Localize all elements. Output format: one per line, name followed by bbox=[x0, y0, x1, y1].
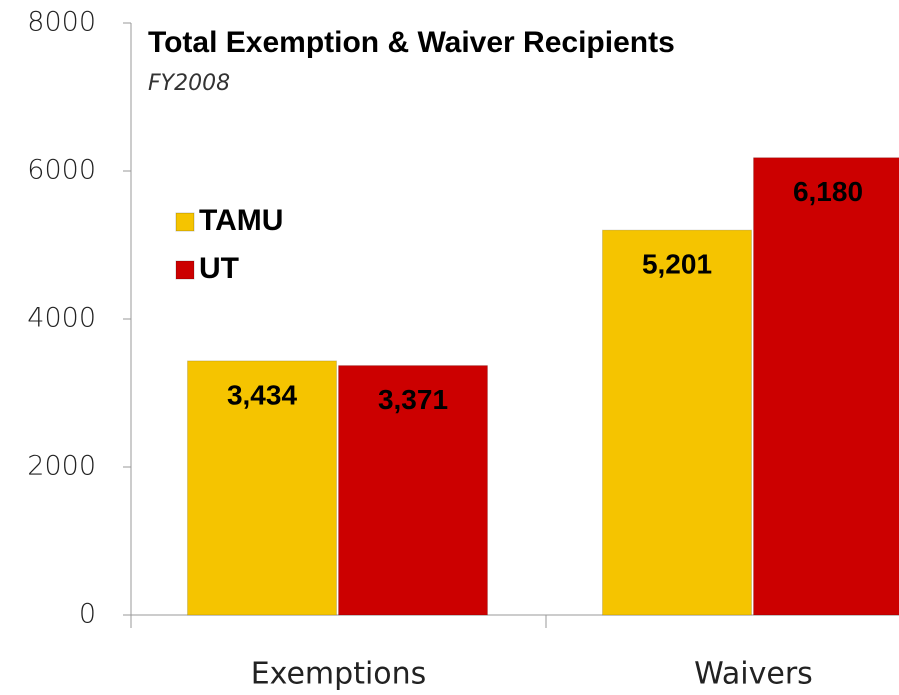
value-label: 5,201 bbox=[642, 249, 712, 280]
legend-swatch bbox=[175, 212, 195, 232]
value-label: 3,434 bbox=[227, 379, 297, 410]
y-tick-label: 4000 bbox=[27, 303, 96, 334]
y-tick-label: 0 bbox=[79, 599, 96, 630]
bar bbox=[338, 365, 488, 616]
bar bbox=[187, 360, 337, 616]
x-tick-label: Exemptions bbox=[251, 657, 427, 692]
legend-label: UT bbox=[199, 252, 239, 285]
chart-subtitle: FY2008 bbox=[148, 71, 230, 96]
value-label: 6,180 bbox=[793, 176, 863, 207]
value-label: 3,371 bbox=[378, 384, 448, 415]
legend-swatch bbox=[175, 260, 195, 280]
y-tick-label: 2000 bbox=[27, 451, 96, 482]
legend-label: TAMU bbox=[199, 204, 283, 237]
chart-title: Total Exemption & Waiver Recipients bbox=[148, 26, 675, 59]
bar bbox=[753, 157, 899, 616]
bar bbox=[602, 229, 752, 616]
x-tick-label: Waivers bbox=[694, 657, 813, 692]
y-tick-label: 8000 bbox=[27, 7, 96, 38]
y-tick-label: 6000 bbox=[27, 155, 96, 186]
plot: 0 2000 4000 6000 8000 Exemptions 3,434 3,371 Wai… bbox=[27, 7, 899, 692]
